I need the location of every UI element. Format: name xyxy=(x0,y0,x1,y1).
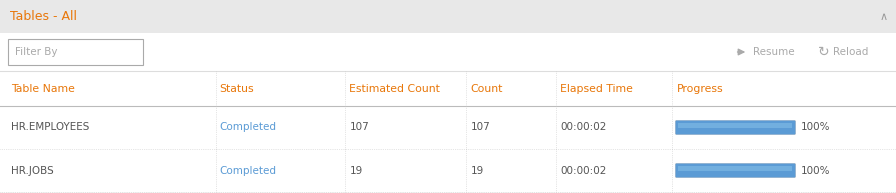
Text: 00:00:02: 00:00:02 xyxy=(560,123,607,133)
Bar xyxy=(678,123,792,128)
Text: Progress: Progress xyxy=(676,84,723,93)
Bar xyxy=(0,149,896,192)
Text: Completed: Completed xyxy=(220,123,277,133)
Text: HR.JOBS: HR.JOBS xyxy=(11,166,54,175)
Bar xyxy=(678,166,792,171)
FancyBboxPatch shape xyxy=(676,163,796,178)
Text: Status: Status xyxy=(220,84,254,93)
Text: ↻: ↻ xyxy=(818,45,830,59)
Text: 107: 107 xyxy=(470,123,490,133)
Text: Resume: Resume xyxy=(753,47,794,57)
FancyBboxPatch shape xyxy=(676,120,796,135)
FancyBboxPatch shape xyxy=(8,39,143,65)
Text: 100%: 100% xyxy=(800,166,830,175)
FancyBboxPatch shape xyxy=(676,120,796,135)
Text: Tables - All: Tables - All xyxy=(10,10,77,23)
Text: Estimated Count: Estimated Count xyxy=(349,84,440,93)
Text: Table Name: Table Name xyxy=(11,84,74,93)
Bar xyxy=(0,0,896,33)
Text: Filter By: Filter By xyxy=(15,47,57,57)
Text: 107: 107 xyxy=(349,123,369,133)
FancyBboxPatch shape xyxy=(676,163,796,178)
Text: Reload: Reload xyxy=(833,47,868,57)
Text: 19: 19 xyxy=(470,166,484,175)
Bar xyxy=(0,71,896,106)
Text: ∧: ∧ xyxy=(880,12,888,21)
Text: 00:00:02: 00:00:02 xyxy=(560,166,607,175)
Text: HR.EMPLOYEES: HR.EMPLOYEES xyxy=(11,123,89,133)
Text: Completed: Completed xyxy=(220,166,277,175)
Bar xyxy=(0,33,896,71)
Bar xyxy=(0,106,896,149)
Text: Count: Count xyxy=(470,84,503,93)
Text: 100%: 100% xyxy=(800,123,830,133)
Text: Elapsed Time: Elapsed Time xyxy=(560,84,633,93)
Text: 19: 19 xyxy=(349,166,363,175)
